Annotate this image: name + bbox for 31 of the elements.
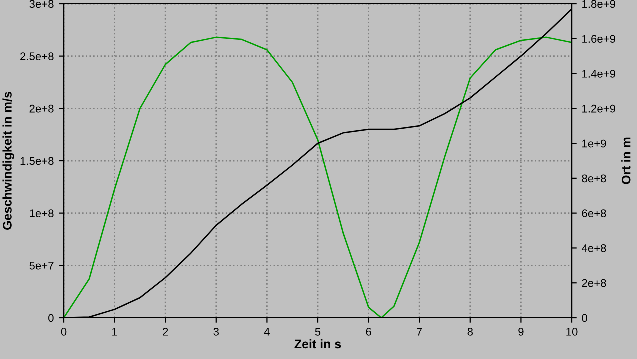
x-tick-label: 6: [366, 328, 372, 336]
y2-tick-label: 1.2e+9: [582, 104, 616, 113]
y2-tick-label: 1.6e+9: [582, 35, 616, 44]
x-tick-label: 8: [468, 328, 474, 336]
x-tick-label: 2: [163, 328, 168, 336]
y2-tick-label: 8e+8: [582, 174, 606, 183]
x-tick-label: 0: [61, 328, 67, 336]
x-tick-label: 7: [417, 328, 422, 336]
y-tick-label: 5e+7: [30, 262, 54, 270]
y-axis-title: Geschwindigkeit in m/s: [2, 92, 14, 230]
y2-tick-label: 1e+9: [582, 140, 606, 148]
y2-tick-label: 2e+8: [582, 279, 606, 288]
y-tick-label: 0: [48, 314, 54, 322]
y2-tick-label: 1.8e+9: [582, 0, 616, 8]
x-axis-title: Zeit in s: [294, 339, 342, 349]
x-tick-label: 4: [264, 328, 270, 336]
x-tick-label: 3: [214, 328, 219, 336]
x-tick-label: 9: [518, 328, 524, 336]
x-tick-label: 1: [112, 328, 118, 336]
y-tick-label: 1e+8: [30, 210, 54, 218]
y-tick-label: 3e+8: [30, 0, 54, 8]
y-tick-label: 2.5e+8: [20, 52, 54, 60]
y-tick-label: 1.5e+8: [20, 157, 54, 166]
x-tick-label: 5: [315, 328, 321, 336]
x-tick-label: 10: [566, 328, 578, 336]
y2-tick-label: 0: [582, 314, 588, 322]
y2-axis-title: Ort in m: [622, 138, 631, 184]
y2-tick-label: 4e+8: [582, 244, 606, 252]
y2-tick-label: 1.4e+9: [582, 70, 616, 78]
y-tick-label: 2e+8: [30, 104, 54, 113]
y2-tick-label: 6e+8: [582, 210, 606, 218]
